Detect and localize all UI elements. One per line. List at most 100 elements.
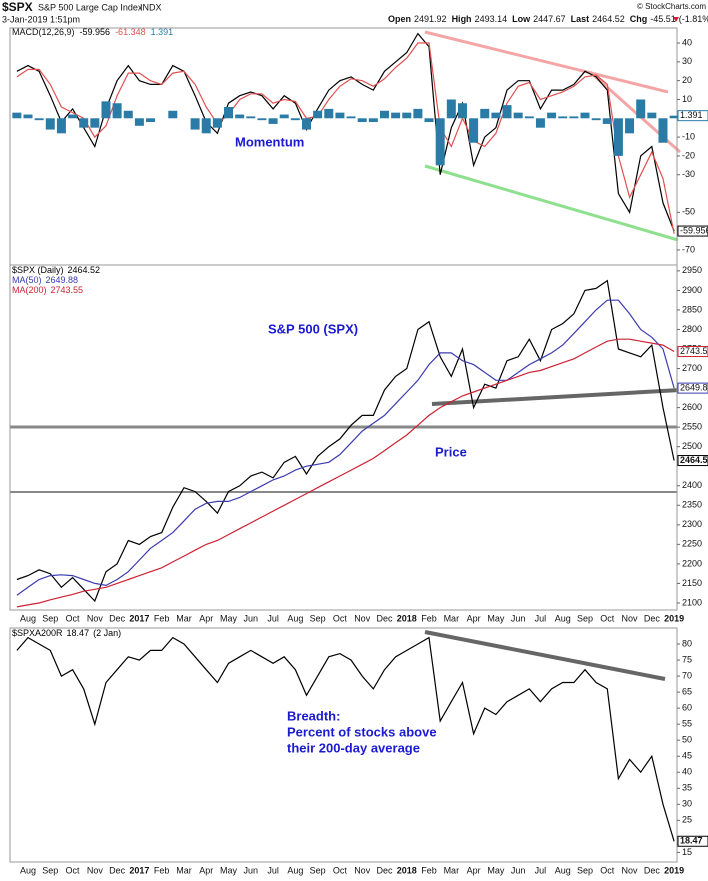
y-tick-label: 2950 [682,265,702,275]
series-line [16,42,675,234]
annotation: Breadth: [287,708,340,723]
x-tick-label: Nov [354,613,371,623]
legend-entry: $SPX (Daily) 2464.52 [12,265,100,275]
y-tick-label: 2250 [682,539,702,549]
panel-frame [9,264,678,611]
histogram-bar [524,116,534,119]
trend-line [424,164,679,242]
quote-value: 2447.67 [533,14,566,24]
x-tick-label: Mar [444,613,460,623]
histogram-bar [168,110,178,119]
quote-value: -45.51 [650,14,676,24]
legend-value: 18.47 [67,628,90,638]
trend-lines [10,30,681,681]
histogram-bar [357,118,367,123]
quote-label: High [452,14,472,24]
y-tick-label: 2900 [682,285,702,295]
quote-label: Chg [630,14,648,24]
value-box-label: 2743.55 [680,346,708,356]
symbol: $SPX [2,0,33,14]
histogram-bar [368,118,378,123]
y-tick-label: 2800 [682,324,702,334]
series-line [16,32,675,232]
series-line [16,279,675,603]
histogram-bar [313,110,323,119]
x-tick-label: Aug [287,865,303,875]
annotation: their 200-day average [287,740,420,755]
histogram-bar [268,118,278,124]
x-tick-label: Dec [376,865,393,875]
quote-pct: (-1.81%) [679,14,708,24]
y-tick-label: 50 [682,735,692,745]
y-tick-label: 65 [682,686,692,696]
x-tick-label: Dec [644,865,661,875]
x-tick-label: Jun [511,865,526,875]
histogram-bar [502,105,512,119]
legend-name: MA(50) [12,275,42,285]
histogram-bar [469,118,479,143]
histogram-bar [591,118,601,121]
histogram-bar [212,118,222,128]
x-tick-label: Aug [555,865,571,875]
y-tick-label: -70 [682,244,695,254]
histogram-bar [190,118,200,130]
x-tick-label: Apr [467,865,481,875]
x-tick-label: Jul [267,613,279,623]
histogram-bar [324,108,334,119]
histogram-bar [23,114,33,119]
legend-entry: MA(200) 2743.55 [12,285,83,295]
x-tick-label: Dec [109,865,126,875]
y-tick-label: 2550 [682,422,702,432]
value-box [677,835,708,847]
legend-name: $SPX (Daily) [12,265,64,275]
legend-label: MACD(12,26,9) [12,27,75,37]
x-tick-label: Aug [555,613,571,623]
x-tick-label: Dec [109,613,126,623]
histogram-bar [558,116,568,119]
y-tick-label: -30 [682,169,695,179]
y-tick-label: 80 [682,638,692,648]
histogram-bar [424,118,434,123]
x-tick-label: Jun [244,613,259,623]
x-tick-label: Nov [87,613,104,623]
histogram-bar [123,110,133,119]
y-tick-label: 20 [682,75,692,85]
date: 3-Jan-2019 1:51pm [2,14,80,24]
histogram-bar [602,118,612,124]
histogram-bar [302,118,311,130]
histogram-bar [335,112,345,119]
histogram-bar [480,108,490,119]
x-tick-label: 2017 [129,613,149,623]
histogram-bar [12,112,22,119]
x-tick-label: Oct [600,865,615,875]
histogram-bar [246,116,256,119]
x-tick-label: Sep [42,613,58,623]
histogram-bar [101,101,111,119]
y-tick-label: 30 [682,56,692,66]
x-tick-label: Oct [66,613,81,623]
y-tick-label: 75 [682,654,692,664]
quote-value: 2491.92 [414,14,447,24]
histogram-bar [658,118,668,143]
y-tick-label: 40 [682,767,692,777]
trend-line [424,630,666,681]
y-tick-label: 2700 [682,363,702,373]
legend-entry: $SPXA200R 18.47 (2 Jan) [12,628,121,638]
histogram-bar [56,118,66,134]
histogram-bar [457,103,467,119]
x-tick-label: May [487,865,505,875]
x-tick-label: May [487,613,505,623]
x-tick-label: Mar [176,865,192,875]
x-tick-label: Nov [622,613,639,623]
x-tick-label: Mar [444,865,460,875]
y-tick-label: 55 [682,719,692,729]
x-tick-label: Aug [20,865,36,875]
y-tick-label: 2400 [682,480,702,490]
down-arrow [673,17,679,22]
x-tick-label: Oct [333,613,348,623]
y-tick-label: 2850 [682,304,702,314]
x-tick-label: Oct [333,865,348,875]
y-tick-label: 15 [682,847,692,857]
histogram-bar [647,112,657,119]
